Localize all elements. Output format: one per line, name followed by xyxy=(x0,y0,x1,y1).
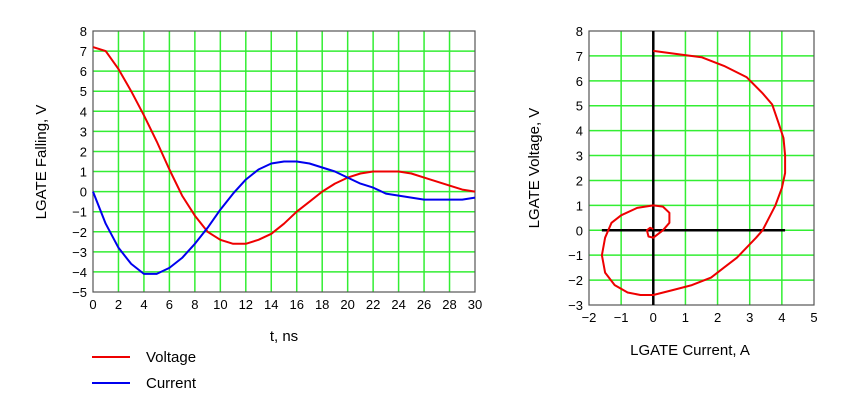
y-tick-label: 6 xyxy=(80,64,87,79)
x-tick-label: −2 xyxy=(582,310,597,325)
y-tick-label: 1 xyxy=(80,165,87,180)
x-axis-label: t, ns xyxy=(270,328,298,345)
y-tick-label: 0 xyxy=(80,185,87,200)
plot-frame xyxy=(92,30,476,293)
series-voltage-vs-current xyxy=(600,49,787,296)
y-tick-label: 7 xyxy=(576,49,583,64)
x-tick-label: 10 xyxy=(213,297,227,312)
x-tick-label: −1 xyxy=(614,310,629,325)
y-tick-label: −3 xyxy=(72,245,87,260)
legend-item-current: Current xyxy=(92,370,196,396)
legend: Voltage Current xyxy=(92,344,196,396)
y-tick-label: 1 xyxy=(576,198,583,213)
y-tick-label: 3 xyxy=(576,149,583,164)
series-voltage xyxy=(92,46,476,245)
x-tick-label: 8 xyxy=(191,297,198,312)
y-tick-label: 3 xyxy=(80,124,87,139)
y-tick-label: −4 xyxy=(72,265,87,280)
legend-label-voltage: Voltage xyxy=(146,348,197,366)
y-tick-label: 8 xyxy=(80,24,87,39)
y-tick-label: 8 xyxy=(576,24,583,39)
x-tick-label: 2 xyxy=(714,310,721,325)
y-axis-label: LGATE Falling, V xyxy=(33,105,50,220)
y-tick-label: 4 xyxy=(576,124,583,139)
x-tick-label: 5 xyxy=(810,310,817,325)
y-axis-label: LGATE Voltage, V xyxy=(526,108,543,229)
x-tick-label: 14 xyxy=(264,297,278,312)
y-tick-label: 7 xyxy=(80,44,87,59)
y-tick-label: 5 xyxy=(80,84,87,99)
time-domain-chart: 0 2 4 6 8 10 12 14 16 18 20 22 24 26 28 30−5−4−3−2−1012… xyxy=(33,24,482,345)
y-tick-label: −2 xyxy=(72,225,87,240)
y-tick-label: 4 xyxy=(80,104,87,119)
plot-frame xyxy=(588,30,815,306)
current-line-swatch xyxy=(92,382,130,384)
x-tick-label: 28 xyxy=(442,297,456,312)
x-tick-label: 30 xyxy=(468,297,482,312)
x-tick-label: 0 xyxy=(89,297,96,312)
x-tick-label: 16 xyxy=(289,297,303,312)
x-tick-label: 0 xyxy=(650,310,657,325)
voltage-line-swatch xyxy=(92,356,130,358)
x-tick-label: 4 xyxy=(140,297,147,312)
x-tick-label: 2 xyxy=(115,297,122,312)
y-tick-label: 2 xyxy=(576,173,583,188)
y-tick-label: 2 xyxy=(80,144,87,159)
y-tick-label: 0 xyxy=(576,223,583,238)
x-tick-label: 12 xyxy=(239,297,253,312)
y-tick-label: −1 xyxy=(72,205,87,220)
series-current xyxy=(92,160,476,275)
legend-label-current: Current xyxy=(146,374,197,392)
x-tick-label: 6 xyxy=(166,297,173,312)
x-tick-label: 24 xyxy=(391,297,405,312)
y-tick-label: −2 xyxy=(568,273,583,288)
y-tick-label: −1 xyxy=(568,248,583,263)
x-tick-label: 1 xyxy=(682,310,689,325)
y-tick-label: −5 xyxy=(72,285,87,300)
x-tick-label: 3 xyxy=(746,310,753,325)
x-tick-label: 22 xyxy=(366,297,380,312)
x-tick-label: 4 xyxy=(778,310,785,325)
x-tick-label: 26 xyxy=(417,297,431,312)
x-tick-label: 18 xyxy=(315,297,329,312)
y-tick-label: −3 xyxy=(568,298,583,313)
y-tick-label: 5 xyxy=(576,99,583,114)
y-tick-label: 6 xyxy=(576,74,583,89)
x-axis-label: LGATE Current, A xyxy=(630,342,750,359)
legend-item-voltage: Voltage xyxy=(92,344,196,370)
x-tick-label: 20 xyxy=(340,297,354,312)
